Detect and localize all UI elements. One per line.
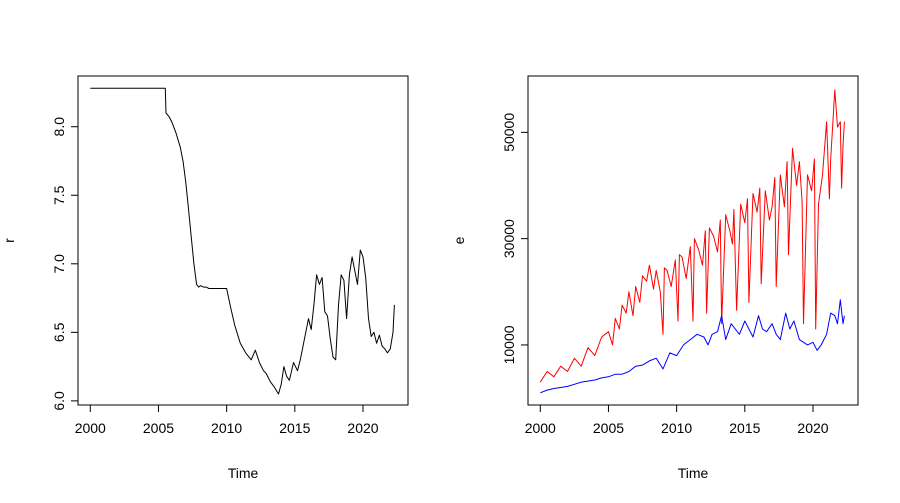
x-tick-label: 2000: [75, 420, 106, 436]
y-tick-label: 30000: [501, 219, 517, 258]
y-tick-label: 7.5: [51, 185, 67, 205]
series-line-1: [540, 299, 845, 394]
y-tick-label: 6.0: [51, 391, 67, 411]
x-tick-label: 2020: [797, 420, 828, 436]
y-tick-label: 10000: [501, 325, 517, 364]
series-line-0: [90, 87, 395, 395]
y-tick-label: 50000: [501, 113, 517, 152]
y-tick-label: 8.0: [51, 117, 67, 137]
right-chart-panel: 2000 2005 2010 2015 2020 10000 30000 50000 Time e: [451, 75, 859, 481]
x-tick-label: 2015: [279, 420, 310, 436]
y-axis-label: r: [1, 238, 17, 243]
x-tick-label: 2010: [661, 420, 692, 436]
plot-frame: [77, 75, 409, 406]
y-tick-label: 6.5: [51, 322, 67, 342]
x-axis-label: Time: [678, 465, 709, 481]
x-tick-label: 2020: [347, 420, 378, 436]
plot-frame: [527, 75, 859, 406]
x-tick-label: 2010: [211, 420, 242, 436]
y-tick-label: 7.0: [51, 254, 67, 274]
x-tick-label: 2005: [593, 420, 624, 436]
series-line-0: [539, 89, 845, 383]
y-axis-label: e: [451, 236, 467, 244]
x-tick-label: 2000: [525, 420, 556, 436]
x-axis-label: Time: [228, 465, 259, 481]
left-chart-panel: 2000 2005 2010 2015 2020 6.0 6.5 7.0 7.5 8.0 Time r: [1, 75, 409, 481]
x-tick-label: 2015: [729, 420, 760, 436]
x-tick-label: 2005: [143, 420, 174, 436]
